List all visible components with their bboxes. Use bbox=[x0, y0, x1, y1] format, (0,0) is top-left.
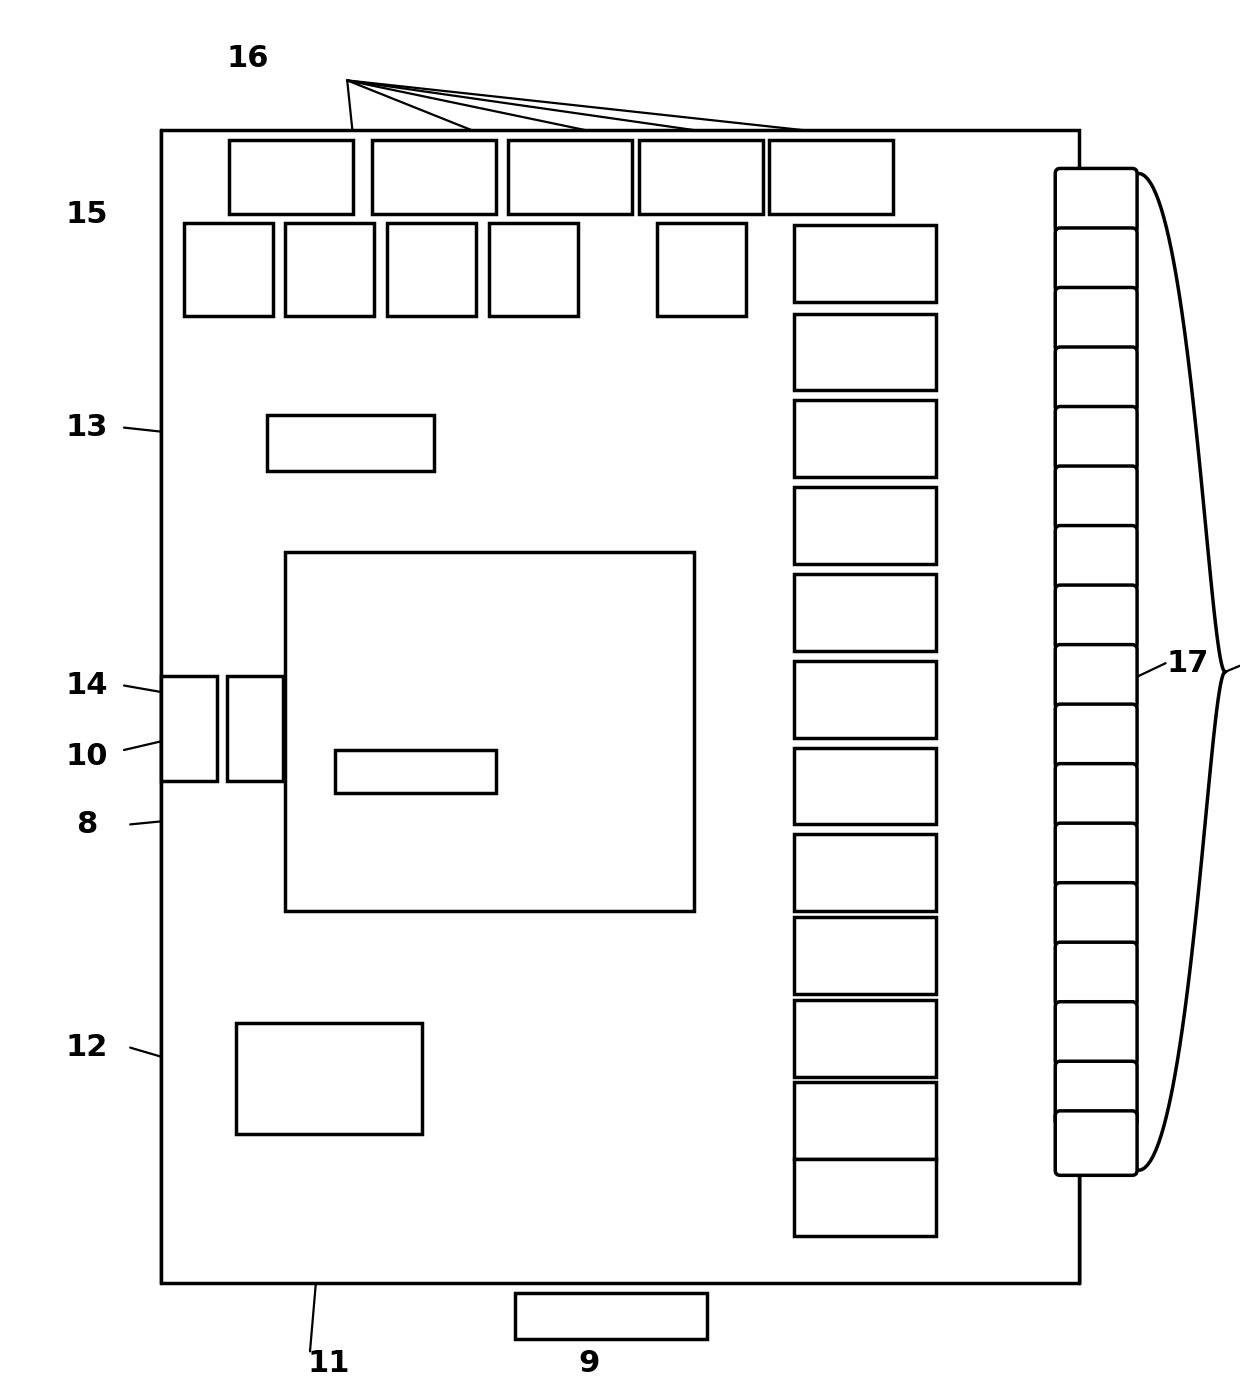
FancyBboxPatch shape bbox=[1055, 644, 1137, 709]
FancyBboxPatch shape bbox=[1055, 764, 1137, 828]
Bar bbox=[794, 1159, 936, 1236]
Bar bbox=[236, 1022, 422, 1134]
Text: 11: 11 bbox=[308, 1350, 350, 1376]
Bar bbox=[285, 223, 374, 316]
Bar bbox=[515, 1293, 707, 1339]
FancyBboxPatch shape bbox=[1055, 585, 1137, 649]
Text: 12: 12 bbox=[66, 1033, 108, 1062]
FancyBboxPatch shape bbox=[1055, 1061, 1137, 1126]
Bar bbox=[227, 676, 283, 782]
FancyBboxPatch shape bbox=[1055, 347, 1137, 411]
Text: 15: 15 bbox=[66, 200, 108, 228]
Bar bbox=[794, 314, 936, 391]
Bar bbox=[335, 750, 496, 794]
Bar bbox=[387, 223, 476, 316]
Text: 9: 9 bbox=[578, 1350, 600, 1376]
Bar bbox=[794, 1000, 936, 1077]
Bar bbox=[794, 487, 936, 564]
FancyBboxPatch shape bbox=[1055, 705, 1137, 769]
Bar bbox=[372, 140, 496, 215]
FancyBboxPatch shape bbox=[1055, 823, 1137, 888]
Bar bbox=[229, 140, 353, 215]
Bar bbox=[794, 747, 936, 824]
FancyBboxPatch shape bbox=[1055, 882, 1137, 947]
FancyBboxPatch shape bbox=[1055, 1110, 1137, 1175]
Text: 8: 8 bbox=[76, 810, 98, 839]
Bar bbox=[267, 416, 434, 471]
Text: 13: 13 bbox=[66, 413, 108, 442]
FancyBboxPatch shape bbox=[1055, 406, 1137, 471]
Bar bbox=[769, 140, 893, 215]
FancyBboxPatch shape bbox=[1055, 526, 1137, 590]
Bar bbox=[794, 400, 936, 477]
Bar bbox=[639, 140, 763, 215]
Text: 16: 16 bbox=[227, 44, 269, 73]
Text: 14: 14 bbox=[66, 671, 108, 700]
FancyBboxPatch shape bbox=[1055, 288, 1137, 352]
FancyBboxPatch shape bbox=[1055, 1002, 1137, 1066]
Bar bbox=[161, 676, 217, 782]
FancyBboxPatch shape bbox=[1055, 228, 1137, 293]
FancyBboxPatch shape bbox=[1055, 466, 1137, 531]
Bar bbox=[285, 552, 694, 911]
FancyBboxPatch shape bbox=[1055, 943, 1137, 1007]
Bar bbox=[794, 1083, 936, 1159]
Bar bbox=[489, 223, 578, 316]
Bar bbox=[794, 918, 936, 995]
Bar bbox=[184, 223, 273, 316]
FancyBboxPatch shape bbox=[1055, 168, 1137, 233]
Text: 17: 17 bbox=[1167, 648, 1209, 678]
Bar bbox=[794, 226, 936, 303]
Bar bbox=[508, 140, 632, 215]
Text: 10: 10 bbox=[66, 742, 108, 771]
Bar bbox=[794, 834, 936, 911]
Bar bbox=[794, 660, 936, 738]
Bar bbox=[657, 223, 746, 316]
Bar bbox=[161, 129, 1079, 1284]
Bar bbox=[794, 574, 936, 651]
